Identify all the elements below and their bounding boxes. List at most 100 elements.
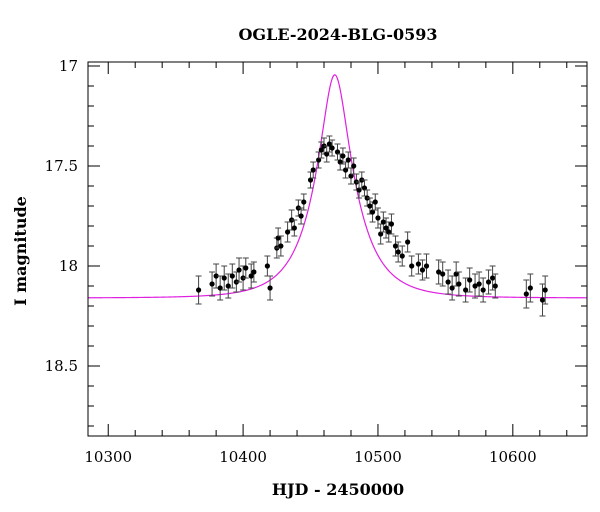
data-point xyxy=(542,287,548,293)
data-point xyxy=(195,287,202,293)
data-point xyxy=(367,203,373,209)
data-point-group xyxy=(298,207,305,225)
data-point xyxy=(209,281,215,287)
data-point-group xyxy=(307,171,314,189)
data-point-group xyxy=(369,201,376,223)
data-point-group xyxy=(329,139,336,157)
data-point-group xyxy=(284,221,291,243)
data-point-group xyxy=(419,259,426,281)
data-point xyxy=(383,225,389,231)
model-curve xyxy=(88,74,587,299)
data-point-group xyxy=(334,143,341,161)
data-point-group xyxy=(392,235,399,257)
y-tick-label: 17.5 xyxy=(45,157,78,175)
data-point-group xyxy=(213,263,220,289)
data-point xyxy=(445,279,451,285)
data-point-group xyxy=(225,273,232,299)
data-point-group xyxy=(195,275,202,305)
data-point xyxy=(527,285,533,291)
data-point xyxy=(440,271,446,277)
data-point-group xyxy=(342,161,349,179)
data-point xyxy=(243,265,249,271)
data-point-group xyxy=(267,275,274,301)
data-point-group xyxy=(445,269,452,295)
axis-ticks: 10300 10400 10500 10600 17 17.5 18 18.5 xyxy=(45,57,587,466)
data-point-group xyxy=(248,263,255,289)
data-point-group xyxy=(388,213,395,235)
data-point-group xyxy=(236,257,243,283)
data-point-group xyxy=(350,157,357,175)
data-point-group xyxy=(374,207,381,229)
data-point-group xyxy=(300,193,307,211)
data-point xyxy=(310,167,316,173)
data-point xyxy=(225,283,231,289)
plot-frame xyxy=(87,61,588,437)
x-tick-label: 10500 xyxy=(354,448,402,466)
data-point-group xyxy=(492,273,499,299)
data-point-group xyxy=(380,211,387,233)
data-point xyxy=(298,213,304,219)
data-point xyxy=(334,149,341,155)
data-point xyxy=(369,209,376,215)
data-point xyxy=(340,153,346,159)
data-point-group xyxy=(377,223,384,245)
plot-content xyxy=(88,74,587,317)
data-point xyxy=(345,157,351,163)
y-axis-label: I magnitude xyxy=(11,196,30,306)
data-point xyxy=(251,269,257,275)
data-point xyxy=(326,141,333,147)
data-point xyxy=(351,163,357,169)
data-point-group xyxy=(466,267,473,293)
data-point xyxy=(342,167,349,173)
data-point xyxy=(221,275,227,281)
data-point-group xyxy=(326,135,333,153)
data-point-group xyxy=(310,161,317,179)
data-point-group xyxy=(408,255,415,277)
data-point xyxy=(456,281,462,287)
data-point xyxy=(264,263,270,269)
data-point-group xyxy=(455,271,462,297)
data-point-group xyxy=(209,271,216,297)
data-point-group xyxy=(385,221,392,243)
y-tick-label: 18 xyxy=(59,257,78,275)
data-point xyxy=(275,235,281,241)
data-point-group xyxy=(315,151,322,169)
data-point xyxy=(472,283,478,289)
data-point-group xyxy=(383,217,390,239)
data-point-group xyxy=(217,275,224,301)
data-point xyxy=(229,273,235,279)
data-point-group xyxy=(339,147,346,165)
data-point xyxy=(356,187,362,193)
data-point xyxy=(485,279,492,285)
x-axis-label: HJD - 2450000 xyxy=(272,480,404,499)
data-point xyxy=(476,281,482,287)
data-point xyxy=(375,215,381,221)
data-point xyxy=(523,291,529,297)
data-point xyxy=(419,267,426,273)
data-point xyxy=(409,263,415,269)
data-point-group xyxy=(221,265,228,291)
data-point-group xyxy=(264,255,271,277)
data-point-group xyxy=(485,269,492,295)
data-point xyxy=(436,269,442,275)
x-tick-label: 10300 xyxy=(84,448,132,466)
data-point-group xyxy=(291,219,298,237)
data-point-group xyxy=(489,265,496,291)
data-point xyxy=(492,283,498,289)
data-point xyxy=(337,159,343,165)
data-point-group xyxy=(337,153,344,171)
data-point xyxy=(318,147,324,153)
data-point xyxy=(361,185,368,191)
data-point xyxy=(405,239,411,245)
data-point xyxy=(449,285,455,291)
data-point xyxy=(380,219,386,225)
data-point-group xyxy=(277,235,284,257)
data-point-group xyxy=(527,273,534,303)
data-point-group xyxy=(472,273,479,299)
data-point xyxy=(248,273,254,279)
data-point xyxy=(329,145,335,151)
data-point-group xyxy=(250,261,257,283)
data-point xyxy=(217,285,223,291)
data-point xyxy=(395,249,401,255)
